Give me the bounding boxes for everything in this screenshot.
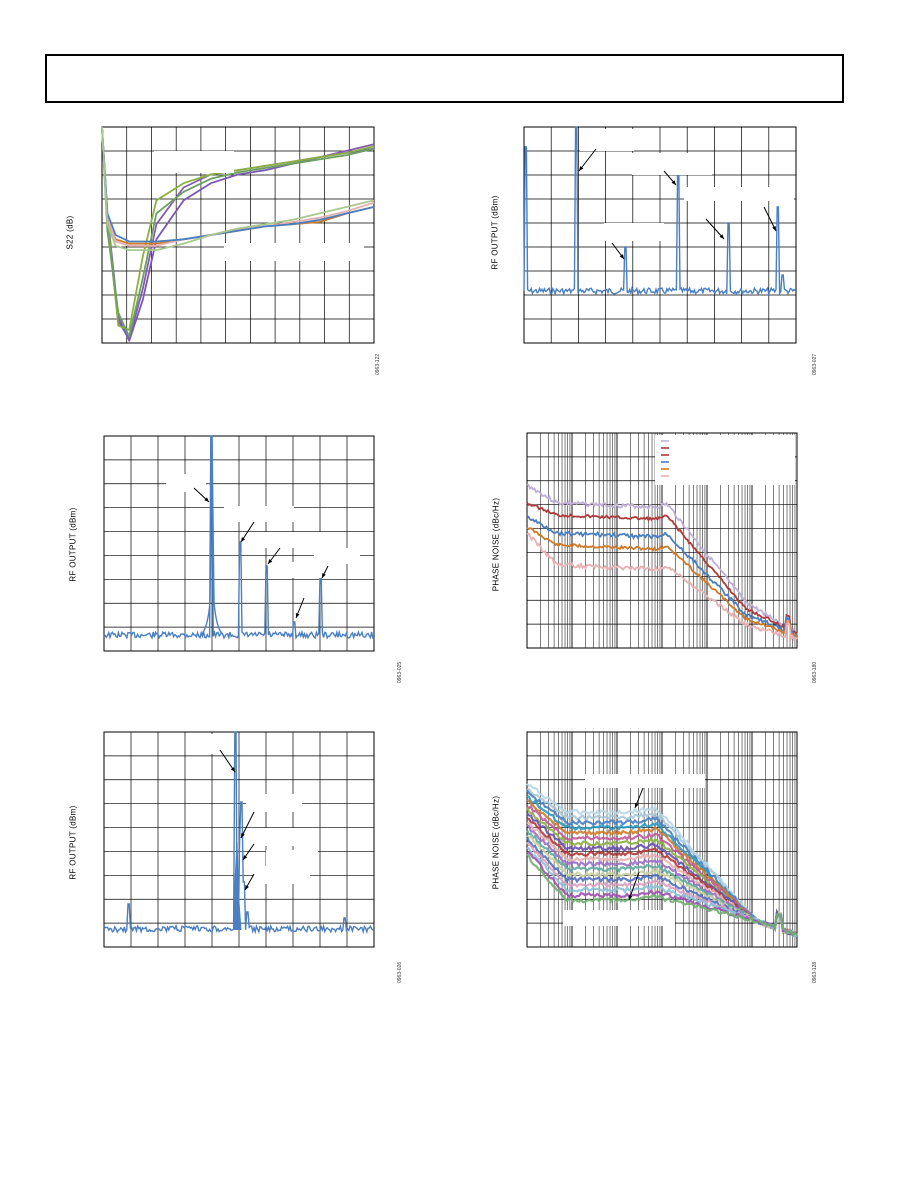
figure-id: 0963-180 <box>812 661 818 683</box>
y-axis-label: RF OUTPUT (dBm) <box>490 195 500 270</box>
figure-id: 0963-025 <box>397 661 403 683</box>
spectrum-trace <box>103 731 375 935</box>
plot-frame <box>526 432 798 649</box>
arrow-head <box>241 833 245 838</box>
y-axis-label: RF OUTPUT (dBm) <box>68 805 78 880</box>
annotation-box <box>192 734 228 754</box>
arrow-head <box>241 537 246 542</box>
annotation-box <box>166 474 206 492</box>
carrier-skirt <box>201 435 223 635</box>
s22-series-line <box>101 126 375 338</box>
s22-series-line <box>101 126 375 251</box>
figure-id: 0963-026 <box>397 961 403 983</box>
arrow-head <box>772 226 776 231</box>
arrow-head <box>245 885 249 890</box>
carrier-cluster <box>233 841 242 931</box>
arrow-head <box>719 234 724 239</box>
arrow-head <box>619 254 624 259</box>
arrow-head <box>230 767 235 772</box>
figure-id: 0963-128 <box>812 961 818 983</box>
s22-series-line <box>101 126 375 342</box>
s22-series-line <box>101 126 375 331</box>
page-header-box <box>45 54 844 103</box>
arrow-head <box>671 180 676 185</box>
y-axis-label: PHASE NOISE (dBc/Hz) <box>491 497 501 592</box>
phase-noise-series <box>526 515 798 638</box>
annotation-box <box>224 506 294 522</box>
annotation-box <box>262 828 314 846</box>
annotation-box <box>266 850 318 868</box>
phase-noise-series <box>526 483 798 636</box>
annotation-box <box>585 774 705 788</box>
annotation-box <box>246 794 302 812</box>
phase-noise-series <box>526 532 798 642</box>
annotation-box <box>254 866 310 884</box>
y-axis-label: PHASE NOISE (dBc/Hz) <box>491 795 501 890</box>
pn-bot-chart <box>525 731 799 948</box>
annotation-box <box>274 562 344 578</box>
phase-noise-series <box>526 526 798 639</box>
phase-noise-series <box>526 853 798 937</box>
annotation-box <box>563 910 675 926</box>
plot-frame <box>101 126 375 344</box>
plot-frame <box>103 435 375 652</box>
spectrum-trace <box>523 126 796 297</box>
arrow-head <box>243 855 248 860</box>
annotation-arrow <box>240 811 255 839</box>
arrow-head <box>579 166 584 171</box>
annotation-box <box>604 223 664 241</box>
figure-id: 0963-027 <box>812 353 818 375</box>
annotation-box <box>580 129 634 151</box>
annotation-box <box>684 187 794 201</box>
arrow-head <box>295 613 300 618</box>
y-axis-label: S22 (dB) <box>65 215 75 250</box>
s22-series-line <box>101 126 375 340</box>
plot-frame <box>103 731 375 948</box>
arrow-head <box>628 895 633 900</box>
y-axis-label: RF OUTPUT (dBm) <box>68 507 78 582</box>
annotation-box <box>655 435 795 485</box>
spur-top-chart <box>523 126 797 344</box>
annotation-box <box>224 243 364 261</box>
annotation-box <box>154 151 234 173</box>
annotation-box <box>632 153 712 175</box>
figure-id: 0963-122 <box>375 353 381 375</box>
annotation-arrow <box>628 871 640 901</box>
spur-bot-chart <box>103 731 375 948</box>
annotation-arrow <box>578 148 597 172</box>
arrow-head <box>268 559 273 564</box>
s22-series-line <box>101 126 375 243</box>
arrow-head <box>204 497 209 502</box>
annotation-box <box>314 548 360 564</box>
arrow-head <box>322 573 326 578</box>
annotation-box <box>254 532 324 548</box>
harm-mid-chart <box>103 435 375 652</box>
spectrum-trace <box>103 435 375 641</box>
pn-mid-chart <box>526 432 798 649</box>
phase-noise-series <box>526 502 798 635</box>
s22-series-line <box>101 126 375 245</box>
s22-chart <box>101 126 375 344</box>
arrow-head <box>634 803 639 808</box>
